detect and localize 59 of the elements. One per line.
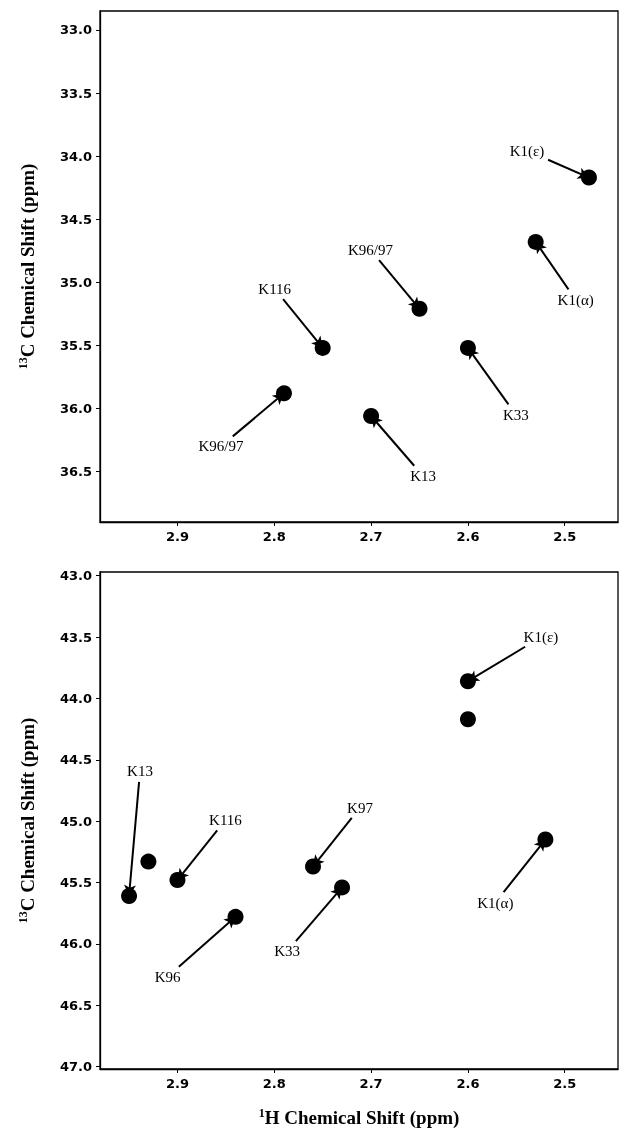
x-tick-label: 2.8 [262,529,286,544]
y-tick-label: 34.0 [59,148,92,164]
point [527,233,544,250]
annotation: K1(ε) [509,142,545,160]
y-tick-label: 47.0 [59,1059,92,1075]
point [275,385,292,402]
point [580,169,597,186]
y-tick-label: 44.0 [59,690,92,706]
point [459,711,476,728]
x-tick-label: 2.7 [359,1076,383,1091]
point [121,887,138,904]
point [169,872,186,889]
annotation: K1(ε) [523,629,559,647]
annotation: K116 [258,280,292,297]
annotation: K13 [127,762,153,779]
y-tick-label: 45.5 [59,874,92,890]
point [411,300,428,317]
y-tick-label: 36.5 [59,464,92,480]
x-tick-label: 2.5 [553,529,577,544]
point [459,673,476,690]
y-tick-label: 43.5 [59,629,92,645]
point [537,831,554,848]
y-tick-label: 45.0 [59,813,92,829]
point [459,339,476,356]
point [334,879,351,896]
x-tick-label: 2.9 [165,529,189,544]
point [227,908,244,925]
point [305,858,322,875]
y-tick-label: 33.5 [59,85,92,101]
y-tick-label: 43.0 [59,568,92,584]
annotation: K13 [410,468,437,485]
y-tick-label: 33.0 [59,22,92,38]
x-tick-label: 2.7 [359,529,383,544]
x-tick-label: 2.8 [262,1076,286,1091]
annotation: K96/97 [198,438,244,455]
y-tick-label: 44.5 [59,752,92,768]
y-tick-label: 35.5 [59,337,92,353]
x-tick-label: 2.6 [456,1076,480,1091]
y-tick-label: 46.0 [59,936,92,952]
point [363,408,380,425]
point [314,339,331,356]
x-tick-label: 2.9 [165,1076,189,1091]
x-tick-label: 2.5 [553,1076,577,1091]
x-tick-label: 2.6 [456,529,480,544]
annotation: K96 [154,968,181,985]
annotation: K33 [503,406,529,423]
y-tick-label: 35.0 [59,274,92,290]
annotation: K1(α) [557,291,594,309]
y-tick-label: 46.5 [59,997,92,1013]
annotation: K96/97 [348,241,394,258]
y-axis-title: 13C Chemical Shift (ppm) [16,717,39,924]
point [140,853,157,870]
y-axis-title: 13C Chemical Shift (ppm) [16,163,39,370]
annotation: K1(α) [477,894,514,912]
annotation: K33 [274,943,300,960]
y-tick-label: 36.0 [59,400,92,416]
annotation: K97 [347,799,374,816]
annotation: K116 [209,812,243,829]
y-tick-label: 34.5 [59,211,92,227]
